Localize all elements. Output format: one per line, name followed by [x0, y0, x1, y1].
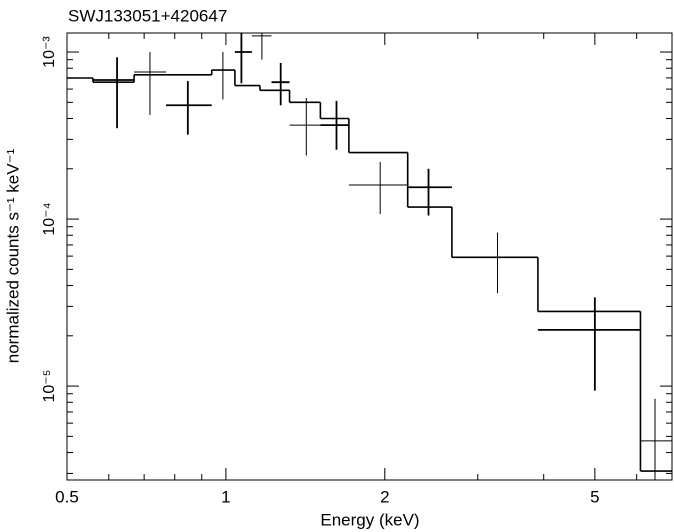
chart-title: SWJ133051+420647	[68, 6, 227, 25]
x-tick-label: 1	[221, 487, 230, 506]
y-tick-label: 10⁻³	[41, 36, 58, 68]
x-tick-label: 5	[590, 487, 599, 506]
plot-frame	[66, 32, 673, 481]
plot-area	[67, 33, 672, 480]
y-tick-label: 10⁻⁵	[41, 370, 58, 403]
y-axis-label: normalized counts s⁻¹ keV⁻¹	[3, 148, 22, 363]
y-tick-label: 10⁻⁴	[41, 202, 58, 235]
x-axis-label: Energy (keV)	[320, 510, 419, 529]
x-tick-label: 2	[380, 487, 389, 506]
x-tick-label: 0.5	[55, 487, 79, 506]
